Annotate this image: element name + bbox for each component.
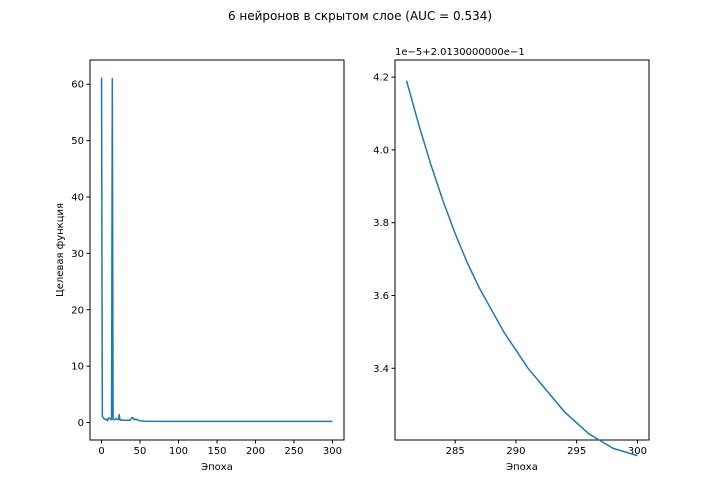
right-plot-y-tick-label: 4.0	[373, 145, 389, 156]
right-plot-y-tick-label: 3.8	[373, 218, 389, 229]
right-plot: 285 290 295 300 3.4 3.6 3.8 4.0 4.2 Эпоха 1e−5+…	[373, 47, 650, 473]
right-plot-x-tick-label: 300	[628, 446, 647, 457]
left-plot-x-ticks: 0 50 100 150 200 250 300	[98, 440, 342, 457]
figure-title: 6 нейронов в скрытом слое (AUC = 0.534)	[228, 9, 492, 23]
right-plot-x-tick-label: 290	[506, 446, 525, 457]
left-plot: 0 50 100 150 200 250 300 0 10 20 30 40 50 60 Эпоха Ц…	[55, 59, 345, 473]
left-plot-x-tick-label: 150	[207, 446, 226, 457]
left-plot-y-tick-label: 30	[71, 249, 84, 260]
right-plot-x-tick-label: 285	[446, 446, 465, 457]
right-plot-y-tick-label: 4.2	[373, 73, 389, 84]
left-plot-y-tick-label: 20	[71, 305, 84, 316]
right-plot-y-ticks: 3.4 3.6 3.8 4.0 4.2	[373, 73, 395, 375]
right-plot-y-tick-label: 3.6	[373, 291, 389, 302]
left-plot-x-tick-label: 50	[134, 446, 147, 457]
left-plot-y-tick-label: 50	[71, 136, 84, 147]
left-plot-y-tick-label: 10	[71, 362, 84, 373]
left-plot-x-axis-label: Эпоха	[201, 462, 233, 473]
right-plot-series-line	[405, 80, 638, 457]
right-plot-x-ticks: 285 290 295 300	[446, 440, 647, 457]
left-plot-y-tick-label: 60	[71, 80, 84, 91]
left-plot-y-axis-label: Целевая функция	[55, 203, 66, 297]
right-plot-y-tick-label: 3.4	[373, 364, 389, 375]
left-plot-x-tick-label: 250	[284, 446, 303, 457]
left-plot-x-tick-label: 300	[323, 446, 342, 457]
right-plot-frame	[394, 59, 650, 441]
left-plot-x-tick-label: 0	[98, 446, 104, 457]
right-plot-x-axis-label: Эпоха	[506, 462, 538, 473]
left-plot-y-tick-label: 40	[71, 193, 84, 204]
left-plot-series-line	[100, 77, 333, 423]
left-plot-y-ticks: 0 10 20 30 40 50 60	[71, 80, 90, 429]
left-plot-x-tick-label: 200	[246, 446, 265, 457]
right-plot-x-tick-label: 295	[567, 446, 586, 457]
right-plot-offset-label: 1e−5+2.0130000000e−1	[395, 47, 525, 58]
left-plot-x-tick-label: 100	[169, 446, 188, 457]
left-plot-y-tick-label: 0	[78, 418, 84, 429]
